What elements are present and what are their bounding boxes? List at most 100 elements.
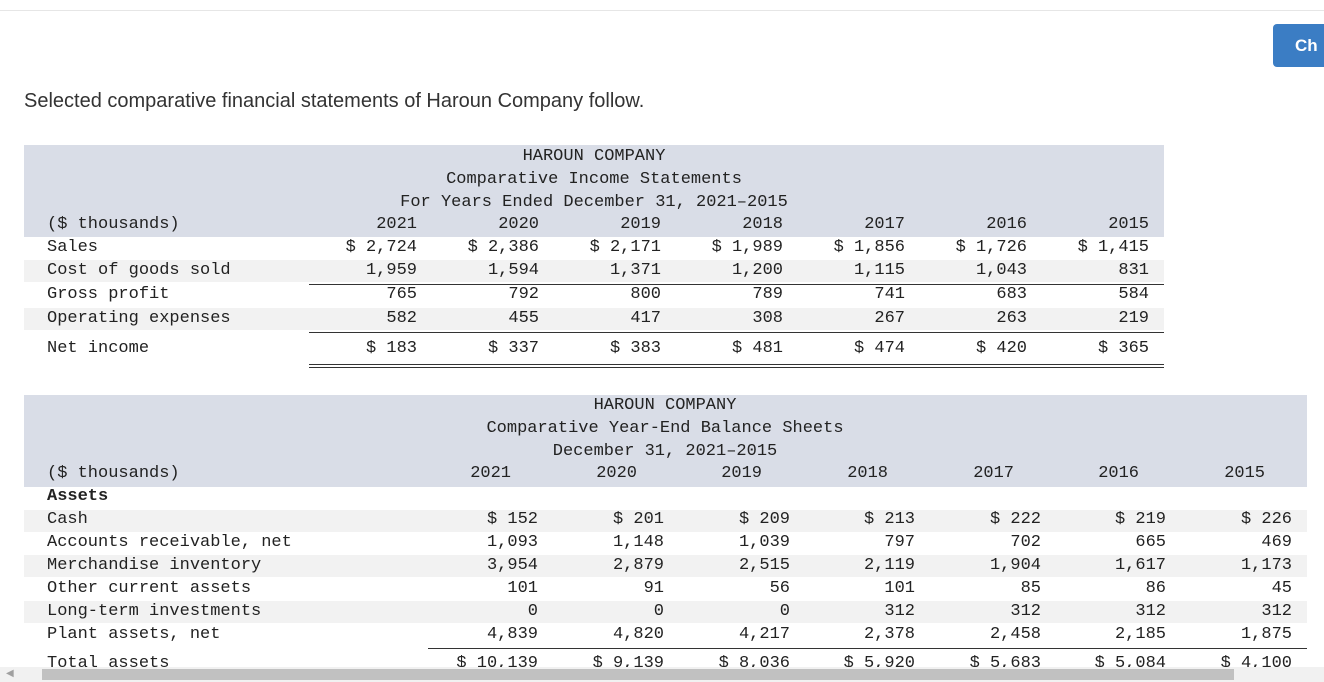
income-cell: 1,371: [609, 261, 661, 280]
balance-year-header: 2019: [721, 464, 762, 483]
balance-cell: 101: [507, 579, 538, 598]
balance-unit-label: ($ thousands): [47, 464, 180, 483]
income-cell: $ 183: [365, 339, 417, 358]
balance-cell: 1,173: [1240, 556, 1292, 575]
income-cell: 831: [1118, 261, 1149, 280]
balance-cell: $ 152: [486, 510, 538, 529]
income-cell: 741: [874, 285, 905, 304]
balance-header-background: [24, 395, 1307, 487]
balance-cell: $ 201: [612, 510, 664, 529]
income-cell: 765: [386, 285, 417, 304]
income-row-label: Net income: [47, 339, 150, 358]
income-year-header: 2021: [376, 215, 417, 234]
balance-cell: 1,093: [486, 533, 538, 552]
intro-text: Selected comparative financial statement…: [24, 90, 645, 112]
balance-row-label: Cash: [47, 510, 88, 529]
balance-cell: 4,820: [612, 625, 664, 644]
balance-cell: $ 222: [989, 510, 1041, 529]
balance-row-label: Accounts receivable, net: [47, 533, 292, 552]
check-button[interactable]: Ch: [1273, 24, 1324, 67]
balance-cell: 4,839: [486, 625, 538, 644]
income-cell: 789: [752, 285, 783, 304]
balance-cell: 2,185: [1114, 625, 1166, 644]
income-row-label: Operating expenses: [47, 309, 231, 328]
income-cell: 417: [630, 309, 661, 328]
balance-cell: 0: [527, 602, 538, 621]
balance-row-label: Other current assets: [47, 579, 252, 598]
balance-cell: 91: [643, 579, 664, 598]
balance-cell: 85: [1020, 579, 1041, 598]
balance-cell: $ 213: [863, 510, 915, 529]
balance-row-label: Plant assets, net: [47, 625, 221, 644]
balance-cell: 0: [653, 602, 664, 621]
income-cell: 1,959: [365, 261, 417, 280]
income-cell: $ 1,989: [711, 238, 783, 257]
income-cell: $ 420: [975, 339, 1027, 358]
balance-cell: 797: [884, 533, 915, 552]
income-cell: 800: [630, 285, 661, 304]
balance-cell: 101: [884, 579, 915, 598]
income-cell: 219: [1118, 309, 1149, 328]
income-row-label: Sales: [47, 238, 99, 257]
balance-cell: 2,119: [863, 556, 915, 575]
scroll-left-arrow-icon[interactable]: ◀: [6, 668, 14, 679]
balance-year-header: 2015: [1224, 464, 1265, 483]
income-cell: 263: [996, 309, 1027, 328]
balance-title: Comparative Year-End Balance Sheets: [486, 419, 844, 438]
income-year-header: 2017: [864, 215, 905, 234]
income-cell: 1,043: [975, 261, 1027, 280]
balance-cell: 1,904: [989, 556, 1041, 575]
balance-year-header: 2020: [596, 464, 637, 483]
balance-cell: 86: [1145, 579, 1166, 598]
income-cell: $ 365: [1097, 339, 1149, 358]
total-double-rule-top: [309, 364, 1164, 365]
balance-cell: 312: [884, 602, 915, 621]
balance-period: December 31, 2021–2015: [552, 442, 778, 461]
income-cell: 584: [1118, 285, 1149, 304]
balance-cell: 56: [769, 579, 790, 598]
income-cell: 1,594: [487, 261, 539, 280]
income-cell: $ 2,171: [589, 238, 661, 257]
balance-cell: 2,458: [989, 625, 1041, 644]
balance-cell: 312: [1261, 602, 1292, 621]
row-stripe: [24, 601, 1307, 623]
income-cell: 308: [752, 309, 783, 328]
income-year-header: 2019: [620, 215, 661, 234]
income-cell: $ 1,856: [833, 238, 905, 257]
scrollbar-thumb[interactable]: [42, 669, 1234, 680]
balance-cell: 312: [1135, 602, 1166, 621]
balance-year-header: 2018: [847, 464, 888, 483]
income-cell: 1,200: [731, 261, 783, 280]
balance-year-header: 2021: [470, 464, 511, 483]
income-cell: $ 481: [731, 339, 783, 358]
horizontal-scrollbar[interactable]: ◀: [0, 667, 1324, 682]
income-year-header: 2020: [498, 215, 539, 234]
balance-cell: $ 219: [1114, 510, 1166, 529]
total-double-rule-bottom: [309, 367, 1164, 368]
balance-cell: $ 209: [738, 510, 790, 529]
income-cell: $ 1,726: [955, 238, 1027, 257]
balance-cell: 312: [1010, 602, 1041, 621]
income-cell: 582: [386, 309, 417, 328]
top-divider: [0, 10, 1324, 11]
income-cell: 267: [874, 309, 905, 328]
balance-cell: 469: [1261, 533, 1292, 552]
balance-cell: 2,515: [738, 556, 790, 575]
balance-cell: 4,217: [738, 625, 790, 644]
balance-cell: 1,148: [612, 533, 664, 552]
income-year-header: 2016: [986, 215, 1027, 234]
income-period: For Years Ended December 31, 2021–2015: [400, 193, 788, 212]
balance-cell: 2,879: [612, 556, 664, 575]
subtotal-rule: [428, 648, 1307, 649]
income-unit-label: ($ thousands): [47, 215, 180, 234]
balance-cell: 1,039: [738, 533, 790, 552]
income-year-header: 2018: [742, 215, 783, 234]
income-row-label: Gross profit: [47, 285, 170, 304]
income-header-background: [24, 145, 1164, 237]
assets-section-heading: Assets: [47, 487, 109, 506]
balance-row-label: Long-term investments: [47, 602, 262, 621]
balance-cell: 1,875: [1240, 625, 1292, 644]
subtotal-rule: [309, 332, 1164, 333]
balance-cell: 702: [1010, 533, 1041, 552]
income-cell: $ 474: [853, 339, 905, 358]
